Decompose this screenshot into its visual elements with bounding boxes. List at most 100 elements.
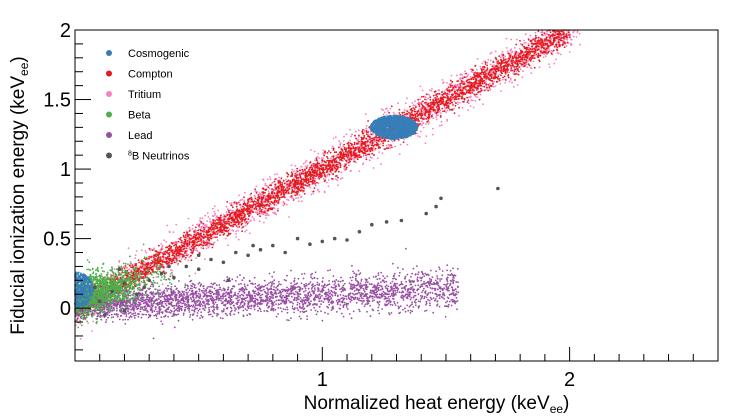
data-point-tritium: [129, 260, 132, 263]
data-point-tritium: [373, 149, 376, 151]
data-point-tritium: [489, 89, 492, 91]
data-point-compton: [339, 166, 342, 169]
data-point-tritium: [523, 39, 525, 42]
data-point-tritium: [419, 85, 422, 88]
data-point-tritium: [311, 163, 314, 165]
data-point-tritium: [264, 184, 267, 187]
data-point-compton: [287, 179, 290, 182]
data-point-tritium: [211, 215, 214, 217]
data-point-compton: [469, 78, 472, 80]
data-point-tritium: [308, 185, 311, 188]
data-point-compton: [264, 191, 266, 194]
data-point-tritium: [225, 205, 228, 208]
data-point-tritium: [195, 257, 198, 260]
data-point-compton: [274, 199, 277, 201]
data-point-compton: [210, 243, 213, 246]
data-point-compton: [481, 69, 483, 72]
data-point-tritium: [261, 212, 263, 215]
data-point-tritium: [291, 168, 294, 171]
data-point-compton: [529, 48, 532, 50]
data-point-tritium: [279, 179, 281, 182]
data-point-compton: [298, 173, 301, 175]
data-point-tritium: [405, 102, 407, 105]
data-point-tritium: [180, 258, 183, 261]
data-point-compton: [401, 111, 404, 114]
data-point-tritium: [251, 216, 254, 218]
data-point-tritium: [292, 197, 294, 200]
data-point-compton: [486, 67, 489, 69]
data-point-compton: [326, 152, 329, 154]
data-point-tritium: [178, 255, 181, 258]
data-point-compton: [553, 45, 556, 48]
data-point-tritium: [232, 209, 235, 212]
data-point-compton: [511, 60, 513, 63]
data-point-tritium: [269, 178, 272, 181]
data-point-tritium: [229, 209, 232, 212]
data-point-compton: [473, 76, 475, 79]
data-point-tritium: [210, 230, 213, 233]
data-point-compton: [507, 76, 510, 79]
data-point-tritium: [168, 230, 171, 233]
data-point-tritium: [548, 63, 550, 65]
data-point-compton: [216, 233, 219, 236]
data-point-compton: [361, 130, 364, 133]
data-point-tritium: [169, 273, 172, 275]
data-point-compton: [168, 252, 171, 254]
data-point-compton: [525, 59, 527, 61]
data-point-compton: [370, 148, 373, 151]
data-point-compton: [254, 206, 257, 209]
data-point-compton: [370, 146, 373, 149]
data-point-compton: [451, 108, 454, 111]
data-point-compton: [429, 110, 431, 113]
data-point-compton: [548, 34, 550, 36]
data-point-compton: [228, 233, 230, 236]
data-point-tritium: [538, 66, 541, 69]
data-point-compton: [328, 150, 330, 152]
data-point-tritium: [331, 147, 334, 150]
data-point-tritium: [411, 102, 414, 104]
data-point-tritium: [505, 37, 508, 40]
data-point-compton: [208, 242, 211, 245]
data-point-tritium: [501, 50, 504, 53]
data-point-compton: [304, 168, 306, 171]
data-point-compton: [223, 218, 226, 221]
data-point-tritium: [213, 241, 216, 244]
data-point-compton: [451, 84, 453, 87]
data-point-tritium: [414, 100, 416, 103]
data-point-tritium: [498, 73, 500, 76]
data-point-compton: [358, 140, 360, 143]
data-point-tritium: [213, 205, 216, 208]
data-point-tritium: [256, 210, 259, 212]
data-point-tritium: [268, 187, 271, 190]
data-point-compton: [360, 140, 363, 143]
data-point-compton: [450, 93, 453, 96]
data-point-tritium: [541, 31, 544, 34]
data-point-tritium: [216, 215, 219, 218]
data-point-tritium: [340, 177, 342, 180]
data-point-tritium: [282, 200, 285, 203]
data-point-tritium: [163, 250, 165, 253]
data-point-compton: [119, 276, 122, 279]
data-point-tritium: [275, 213, 278, 216]
data-point-compton: [518, 70, 520, 73]
data-point-compton: [148, 247, 151, 250]
data-point-compton: [471, 82, 473, 84]
data-point-tritium: [245, 229, 248, 232]
data-point-tritium: [507, 50, 509, 53]
data-point-tritium: [406, 97, 408, 100]
data-point-tritium: [467, 109, 469, 112]
data-point-tritium: [470, 99, 473, 102]
data-point-compton: [275, 200, 278, 202]
data-point-compton: [274, 196, 277, 199]
data-point-tritium: [316, 156, 319, 158]
data-point-compton: [197, 229, 200, 232]
data-point-compton: [549, 44, 552, 47]
data-point-tritium: [213, 214, 216, 217]
data-point-tritium: [499, 56, 502, 59]
data-point-compton: [288, 184, 291, 187]
data-point-compton: [528, 64, 531, 67]
data-point-compton: [550, 52, 553, 55]
data-point-tritium: [327, 179, 330, 182]
data-point-tritium: [285, 178, 287, 181]
